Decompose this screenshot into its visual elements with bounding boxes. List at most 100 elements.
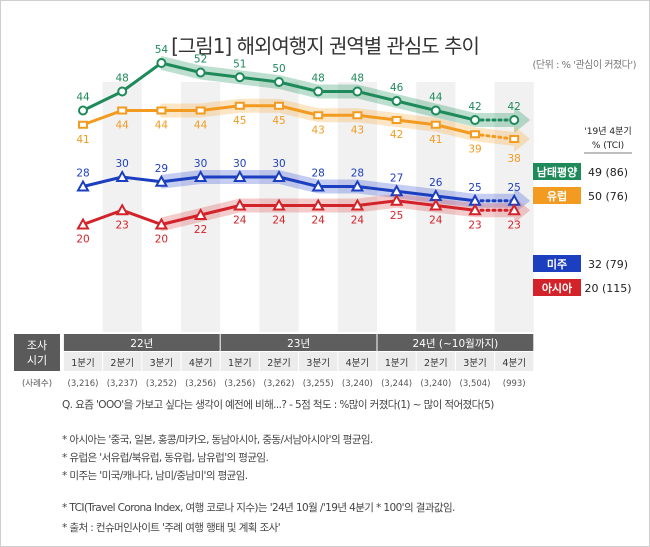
data-label: 28: [76, 168, 89, 180]
data-point: [115, 203, 129, 216]
data-label: 25: [468, 182, 481, 194]
quarter-cell: [455, 352, 495, 371]
data-label: 48: [351, 73, 364, 85]
sample-size: (3,240): [420, 379, 451, 389]
data-label: 24: [429, 215, 443, 227]
year-header-cell: [220, 334, 377, 351]
quarter-label: 4분기: [502, 358, 526, 369]
quarter-cell: [142, 352, 181, 371]
data-label: 42: [468, 101, 481, 113]
data-label: 48: [312, 73, 325, 85]
data-label: 28: [351, 168, 364, 180]
data-point: [470, 115, 480, 125]
data-point: [430, 120, 441, 129]
note-americas: * 미주는 '미국/캐나다, 남미/중남미'의 평균임.: [62, 470, 248, 482]
sample-size: (3,256): [224, 379, 255, 389]
data-label: 39: [468, 143, 481, 155]
quarter-label: 4분기: [189, 358, 213, 369]
quarter-cell: [259, 352, 299, 371]
data-point: [274, 77, 284, 87]
data-label: 22: [194, 224, 207, 236]
quarter-label: 1분기: [385, 358, 409, 369]
quarter-cell: [299, 352, 338, 371]
sample-header: (사례수): [22, 378, 52, 389]
data-point: [78, 105, 88, 116]
data-label: 24: [312, 215, 326, 227]
data-label: 30: [116, 158, 129, 170]
data-label: 23: [116, 219, 129, 231]
data-label: 46: [390, 82, 404, 94]
period-header-cell: [14, 334, 60, 371]
data-label: 41: [76, 134, 89, 146]
data-label: 27: [390, 172, 403, 184]
sample-size: (3,255): [303, 379, 334, 389]
sample-size: (3,504): [460, 379, 491, 389]
quarter-cell: [181, 352, 220, 371]
data-point: [429, 198, 443, 211]
sample-size: (3,256): [185, 379, 216, 389]
quarter-cell: [495, 352, 534, 371]
data-point: [154, 174, 169, 187]
year-header-cell: [63, 334, 220, 351]
tci-value: 20 (115): [584, 282, 631, 295]
quarter-cell: [416, 352, 455, 371]
tci-value: 49 (86): [588, 166, 628, 179]
data-point: [313, 86, 324, 97]
data-point: [234, 101, 245, 110]
note-europe: * 유럽은 '서유럽/북유럽, 동유럽, 남유럽'의 평균임.: [62, 452, 269, 464]
data-point: [350, 198, 365, 211]
data-point: [76, 179, 90, 192]
note-tci: * TCI(Travel Corona Index, 여행 코로나 지수)는 '…: [62, 502, 455, 514]
quarter-cell: [338, 352, 377, 371]
data-label: 50: [272, 63, 285, 75]
data-point: [391, 96, 402, 106]
note-source: * 출처 : 컨슈머인사이트 '주례 여행 행태 및 계획 조사': [62, 522, 281, 534]
legend-tag-0: [533, 163, 581, 180]
legend-tag-1: [533, 187, 581, 204]
tci-value: 32 (79): [588, 258, 628, 271]
quarter-cell: [63, 352, 103, 371]
data-point: [430, 105, 441, 116]
data-point: [311, 198, 325, 211]
data-point: [509, 135, 520, 143]
data-label: 20: [155, 234, 168, 246]
data-label: 43: [351, 124, 364, 136]
data-label: 25: [390, 210, 403, 222]
year-header-cell: [377, 334, 534, 351]
data-point: [272, 169, 286, 182]
data-label: 45: [272, 115, 285, 127]
quarter-label: 2분기: [267, 358, 291, 369]
legend-label: 미주: [547, 257, 567, 271]
legend-tag-3: [533, 279, 581, 296]
data-label: 26: [429, 177, 443, 189]
period-header: 조사: [27, 339, 47, 352]
legend-label: 유럽: [547, 189, 567, 203]
data-point: [117, 86, 128, 97]
quarter-label: 3분기: [306, 358, 330, 369]
year-label: 23년: [287, 338, 310, 350]
data-point: [509, 115, 520, 125]
data-point: [272, 198, 286, 211]
unit-note: (단위 : % '관심이 커졌다'): [532, 60, 637, 71]
data-point: [115, 169, 129, 182]
quarter-label: 4분기: [346, 358, 370, 369]
data-label: 43: [312, 124, 325, 136]
tci-value: 50 (76): [588, 190, 628, 203]
data-label: 38: [508, 153, 521, 165]
sample-size: (993): [503, 379, 526, 389]
quarter-label: 2분기: [424, 358, 448, 369]
series-projection-1: [473, 132, 516, 141]
year-label: 24년 (~10월까지): [413, 338, 499, 350]
data-point: [233, 198, 247, 211]
data-label: 41: [429, 134, 442, 146]
data-point: [313, 111, 324, 120]
survey-question: Q. 요즘 'OOO'을 가보고 싶다는 생각이 예전에 비해...? - 5점…: [62, 399, 494, 411]
data-label: 42: [390, 129, 403, 141]
data-label: 29: [155, 163, 168, 175]
quarter-cell: [220, 352, 259, 371]
data-label: 23: [508, 219, 521, 231]
data-point: [470, 130, 480, 139]
data-point: [507, 203, 521, 216]
data-label: 20: [76, 234, 89, 246]
